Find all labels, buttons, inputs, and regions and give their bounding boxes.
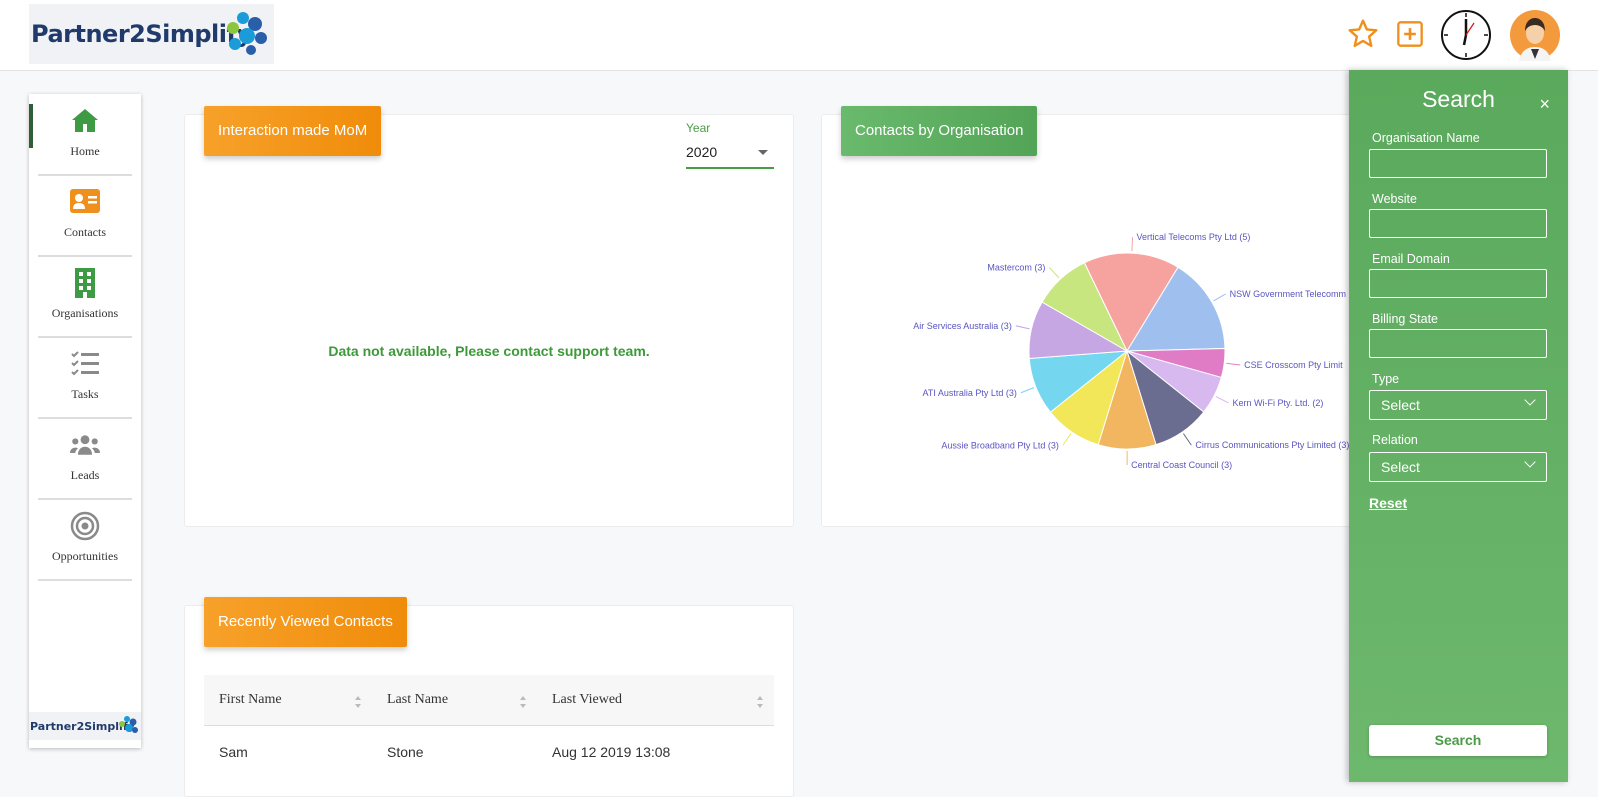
label-type: Type	[1372, 372, 1399, 386]
favorite-star-icon[interactable]	[1347, 18, 1379, 50]
top-bar: Partner2Simplify	[0, 0, 1598, 71]
pie-label: Vertical Telecoms Pty Ltd (5)	[1137, 232, 1251, 242]
pie-label-connector	[1214, 294, 1226, 301]
pie-label: Central Coast Council (3)	[1131, 460, 1232, 470]
cell-last-viewed: Aug 12 2019 13:08	[552, 744, 670, 760]
sidebar-nav: Home Contacts Organisations	[29, 94, 141, 748]
reset-link[interactable]: Reset	[1369, 495, 1407, 511]
chevron-down-icon	[1524, 394, 1535, 405]
search-panel: Search × Organisation Name Website Email…	[1349, 70, 1568, 782]
checklist-icon	[70, 349, 100, 379]
type-select[interactable]: Select	[1369, 390, 1547, 420]
pie-label-connector	[1021, 388, 1034, 393]
no-data-message: Data not available, Please contact suppo…	[185, 343, 793, 359]
user-avatar[interactable]	[1509, 9, 1561, 61]
nav-item-leads[interactable]: Leads	[38, 418, 132, 500]
nav-label-home: Home	[38, 144, 132, 159]
logo-dots-icon	[115, 714, 139, 736]
label-relation: Relation	[1372, 433, 1418, 447]
website-input[interactable]	[1369, 209, 1547, 238]
col-first-name[interactable]: First Name	[219, 692, 282, 708]
pie-label-connector	[1063, 434, 1071, 446]
pie-label: Mastercom (3)	[987, 263, 1045, 273]
nav-label-contacts: Contacts	[38, 225, 132, 240]
search-button[interactable]: Search	[1369, 725, 1547, 756]
pie-label-connector	[1216, 397, 1228, 403]
type-select-value: Select	[1381, 391, 1420, 419]
recent-contacts-table: First Name Last Name Last Viewed Sam Sto…	[204, 675, 774, 776]
nav-item-home[interactable]: Home	[38, 94, 132, 176]
label-email-domain: Email Domain	[1372, 252, 1450, 266]
col-last-viewed[interactable]: Last Viewed	[552, 692, 622, 708]
pie-label: CSE Crosscom Pty Limit	[1244, 360, 1343, 370]
email-domain-input[interactable]	[1369, 269, 1547, 298]
building-icon	[70, 268, 100, 298]
cell-first-name: Sam	[219, 744, 248, 760]
billing-state-input[interactable]	[1369, 329, 1547, 358]
interaction-card: Year 2020 Data not available, Please con…	[184, 114, 794, 527]
pie-label-connector	[1132, 237, 1133, 251]
users-group-icon	[70, 430, 100, 460]
caret-down-icon	[758, 150, 768, 155]
pie-label: Kern Wi-Fi Pty. Ltd. (2)	[1233, 398, 1324, 408]
pie-label: Cirrus Communications Pty Limited (3)	[1195, 440, 1349, 450]
org-card-title: Contacts by Organisation	[841, 106, 1037, 156]
add-box-icon[interactable]	[1396, 20, 1424, 48]
target-icon	[70, 511, 100, 541]
brand-logo[interactable]: Partner2Simplify	[29, 4, 274, 64]
nav-item-tasks[interactable]: Tasks	[38, 337, 132, 419]
year-label: Year	[686, 121, 710, 135]
active-indicator	[29, 104, 33, 148]
clock-icon[interactable]	[1440, 9, 1492, 61]
label-website: Website	[1372, 192, 1417, 206]
organisation-name-input[interactable]	[1369, 149, 1547, 178]
search-panel-title: Search	[1349, 86, 1568, 113]
cell-last-name: Stone	[387, 744, 424, 760]
year-select[interactable]: 2020	[686, 139, 774, 169]
logo-dots-icon	[213, 8, 273, 60]
nav-label-organisations: Organisations	[38, 306, 132, 321]
recent-card-title: Recently Viewed Contacts	[204, 597, 407, 647]
sort-icon[interactable]	[354, 695, 362, 709]
org-chart-card: Vertical Telecoms Pty Ltd (5) NSW Governm…	[821, 114, 1363, 527]
table-row[interactable]: Sam Stone Aug 12 2019 13:08	[204, 726, 774, 776]
sort-icon[interactable]	[519, 695, 527, 709]
home-icon	[70, 106, 100, 136]
nav-item-opportunities[interactable]: Opportunities	[38, 499, 132, 581]
pie-label: ATI Australia Pty Ltd (3)	[923, 388, 1017, 398]
pie-label-connector	[1226, 363, 1240, 365]
interaction-card-title: Interaction made MoM	[204, 106, 381, 156]
chevron-down-icon	[1524, 456, 1535, 467]
pie-label: NSW Government Telecomm	[1230, 289, 1346, 299]
sidebar-footer-logo: Partner2Simplify	[29, 712, 141, 740]
pie-label-connector	[1049, 268, 1059, 278]
relation-select-value: Select	[1381, 453, 1420, 481]
close-icon[interactable]: ×	[1539, 94, 1550, 115]
pie-label-connector	[1016, 326, 1030, 329]
nav-label-tasks: Tasks	[38, 387, 132, 402]
nav-label-opportunities: Opportunities	[38, 549, 132, 564]
contact-card-icon	[70, 187, 100, 217]
nav-label-leads: Leads	[38, 468, 132, 483]
nav-item-contacts[interactable]: Contacts	[38, 175, 132, 257]
year-value: 2020	[686, 144, 717, 160]
label-organisation-name: Organisation Name	[1372, 131, 1480, 145]
table-header: First Name Last Name Last Viewed	[204, 675, 774, 726]
pie-label: Air Services Australia (3)	[913, 321, 1012, 331]
nav-item-organisations[interactable]: Organisations	[38, 256, 132, 338]
pie-label-connector	[1183, 434, 1191, 446]
label-billing-state: Billing State	[1372, 312, 1438, 326]
sort-icon[interactable]	[756, 695, 764, 709]
relation-select[interactable]: Select	[1369, 452, 1547, 482]
pie-label: Aussie Broadband Pty Ltd (3)	[941, 440, 1059, 450]
org-pie-chart: Vertical Telecoms Pty Ltd (5) NSW Governm…	[822, 115, 1362, 526]
col-last-name[interactable]: Last Name	[387, 692, 448, 708]
